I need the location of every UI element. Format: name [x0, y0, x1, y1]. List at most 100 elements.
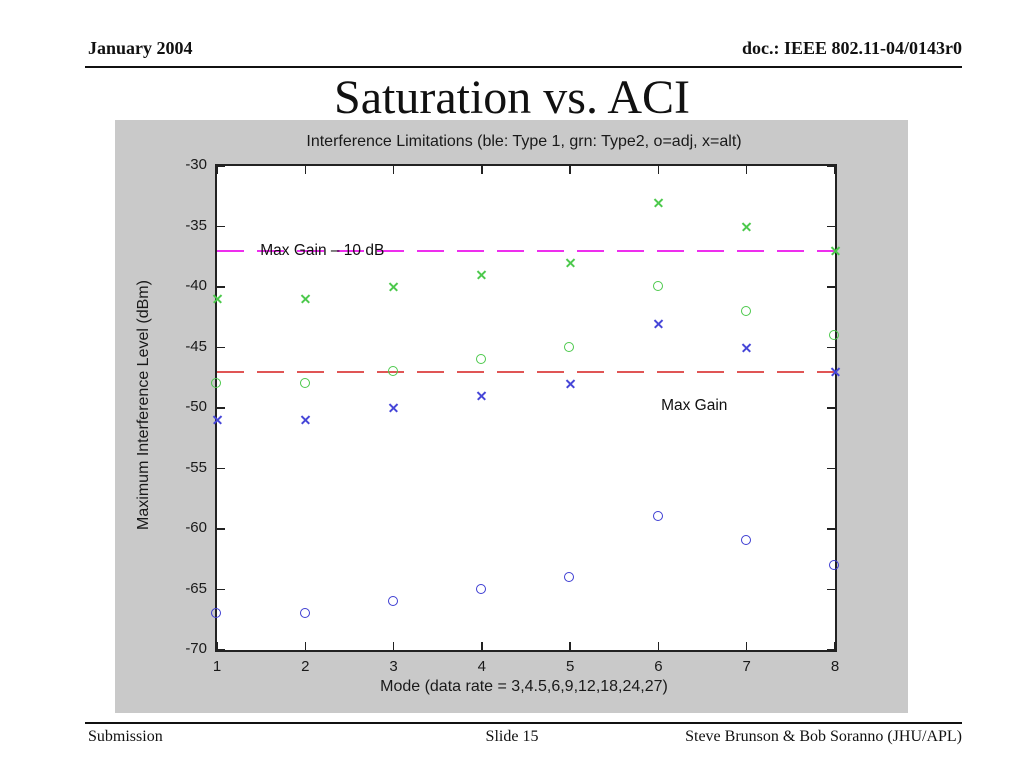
data-point-marker: [213, 416, 222, 425]
y-tick: [217, 225, 225, 228]
data-point-marker: [829, 329, 840, 340]
data-point-marker: [299, 378, 310, 389]
data-point-marker: [211, 608, 222, 618]
data-point-marker: [387, 595, 398, 606]
data-point-marker: [829, 559, 840, 570]
y-tick: [217, 286, 225, 288]
data-point-marker: [476, 353, 487, 364]
chart-panel: Interference Limitations (ble: Type 1, g…: [115, 120, 908, 713]
data-point-marker: [389, 404, 398, 413]
data-point-marker: [213, 295, 222, 304]
footer-authors: Steve Brunson & Bob Soranno (JHU/APL): [685, 728, 962, 745]
y-tick: [217, 407, 225, 409]
y-tick: [217, 165, 225, 167]
y-axis-label: Maximum Interference Level (dBm): [135, 280, 152, 530]
x-tick-label: 5: [565, 658, 575, 675]
x-tick: [569, 642, 571, 650]
data-point-marker: [299, 608, 310, 618]
data-point-marker: [566, 258, 575, 267]
x-tick-label: 1: [212, 658, 222, 675]
y-tick: [827, 346, 835, 349]
x-tick-label: 3: [389, 658, 398, 675]
slide-title: Saturation vs. ACI: [334, 71, 690, 124]
reference-line: [217, 249, 835, 252]
reference-line-label: Max Gain – 10 dB: [260, 241, 385, 259]
x-tick: [304, 642, 307, 650]
y-tick: [827, 407, 835, 409]
y-tick: [827, 286, 835, 288]
y-tick-label: -65: [185, 579, 207, 597]
data-point-marker: [564, 341, 575, 352]
x-tick-label: 4: [477, 658, 487, 675]
x-tick: [481, 166, 483, 174]
x-tick: [834, 166, 836, 174]
footer-slide-number: Slide 15: [485, 728, 539, 745]
data-point-marker: [831, 246, 840, 255]
y-tick-label: -45: [185, 337, 207, 355]
footer-submission: Submission: [88, 728, 163, 745]
data-point-marker: [387, 366, 398, 376]
data-point-marker: [476, 583, 487, 594]
y-tick-label: -55: [185, 458, 207, 476]
y-tick-label: -70: [185, 640, 207, 657]
data-point-marker: [566, 379, 575, 388]
data-point-marker: [301, 416, 310, 425]
y-tick-label: -50: [185, 398, 207, 415]
data-point-marker: [654, 198, 663, 207]
x-tick: [834, 642, 836, 650]
x-tick: [216, 166, 218, 174]
data-point-marker: [652, 511, 663, 522]
reference-line: [217, 370, 835, 373]
x-tick-label: 2: [301, 658, 310, 675]
x-tick-label: 6: [654, 658, 663, 675]
footer-rule: [85, 722, 962, 724]
y-tick-label: -35: [185, 216, 207, 234]
x-tick: [745, 166, 748, 174]
x-tick: [657, 642, 660, 650]
y-tick: [827, 225, 835, 228]
reference-line-label: Max Gain: [661, 396, 728, 414]
x-tick: [657, 166, 660, 174]
y-tick: [217, 467, 225, 470]
x-tick: [304, 166, 307, 174]
x-tick: [392, 166, 395, 174]
y-tick: [827, 467, 835, 470]
y-tick-label: -30: [185, 156, 207, 173]
y-tick: [827, 649, 835, 651]
data-point-marker: [389, 283, 398, 292]
y-tick: [827, 588, 835, 591]
y-tick: [827, 165, 835, 167]
x-tick-label: 8: [830, 658, 840, 675]
data-point-marker: [211, 378, 222, 389]
x-axis-label: Mode (data rate = 3,4.5,6,9,12,18,24,27): [380, 678, 668, 695]
header-rule: [85, 66, 962, 68]
x-tick: [392, 642, 395, 650]
y-tick: [217, 346, 225, 349]
y-tick-label: -40: [185, 277, 207, 294]
data-point-marker: [477, 270, 486, 279]
x-tick: [569, 166, 571, 174]
x-tick-label: 7: [742, 658, 751, 675]
header-date: January 2004: [88, 38, 193, 58]
data-point-marker: [301, 295, 310, 304]
x-tick: [745, 642, 748, 650]
header-doc-number: doc.: IEEE 802.11-04/0143r0: [741, 38, 962, 58]
data-point-marker: [654, 319, 663, 328]
data-point-marker: [741, 535, 751, 546]
data-point-marker: [741, 305, 751, 316]
data-point-marker: [742, 343, 751, 352]
data-point-marker: [564, 571, 575, 582]
x-tick: [216, 642, 218, 650]
y-tick: [827, 528, 835, 530]
chart-title: Interference Limitations (ble: Type 1, g…: [306, 133, 742, 150]
data-point-marker: [742, 222, 751, 231]
data-point-marker: [831, 367, 840, 376]
plot-area: Max Gain – 10 dB Max Gain: [211, 164, 840, 652]
x-tick: [481, 642, 483, 650]
data-point-marker: [477, 391, 486, 400]
y-tick: [217, 588, 225, 591]
data-point-marker: [652, 281, 663, 292]
y-tick: [217, 649, 225, 651]
y-tick: [217, 528, 225, 530]
y-tick-label: -60: [185, 519, 207, 536]
